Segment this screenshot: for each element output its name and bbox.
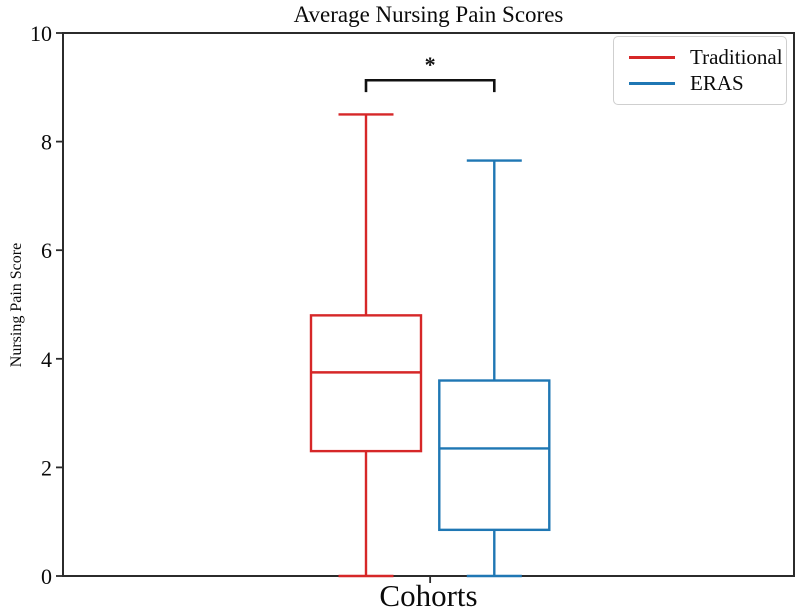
legend-item-traditional: Traditional	[629, 44, 786, 70]
y-tick-label-0: 0	[41, 564, 52, 589]
significance-bracket	[364, 78, 496, 93]
legend-label-eras: ERAS	[690, 71, 744, 96]
y-axis-label: Nursing Pain Score	[8, 242, 25, 368]
chart-title: Average Nursing Pain Scores	[293, 2, 564, 27]
y-tick-label-2: 2	[41, 455, 52, 480]
legend-item-eras: ERAS	[629, 71, 786, 97]
x-axis-label: Cohorts	[379, 578, 478, 613]
axes-frame	[62, 32, 795, 577]
y-tick-label-8: 8	[41, 130, 52, 155]
traditional-box	[309, 314, 423, 453]
y-tick-label-6: 6	[41, 238, 52, 263]
significance-asterisk: *	[425, 52, 436, 77]
y-tick-label-4: 4	[41, 347, 52, 372]
legend-line-swatch-traditional	[629, 55, 675, 59]
legend: Traditional ERAS	[613, 36, 787, 105]
y-tick-label-10: 10	[30, 21, 52, 46]
legend-line-swatch-eras	[629, 82, 675, 86]
legend-label-traditional: Traditional	[690, 44, 783, 69]
eras-box	[438, 379, 551, 532]
